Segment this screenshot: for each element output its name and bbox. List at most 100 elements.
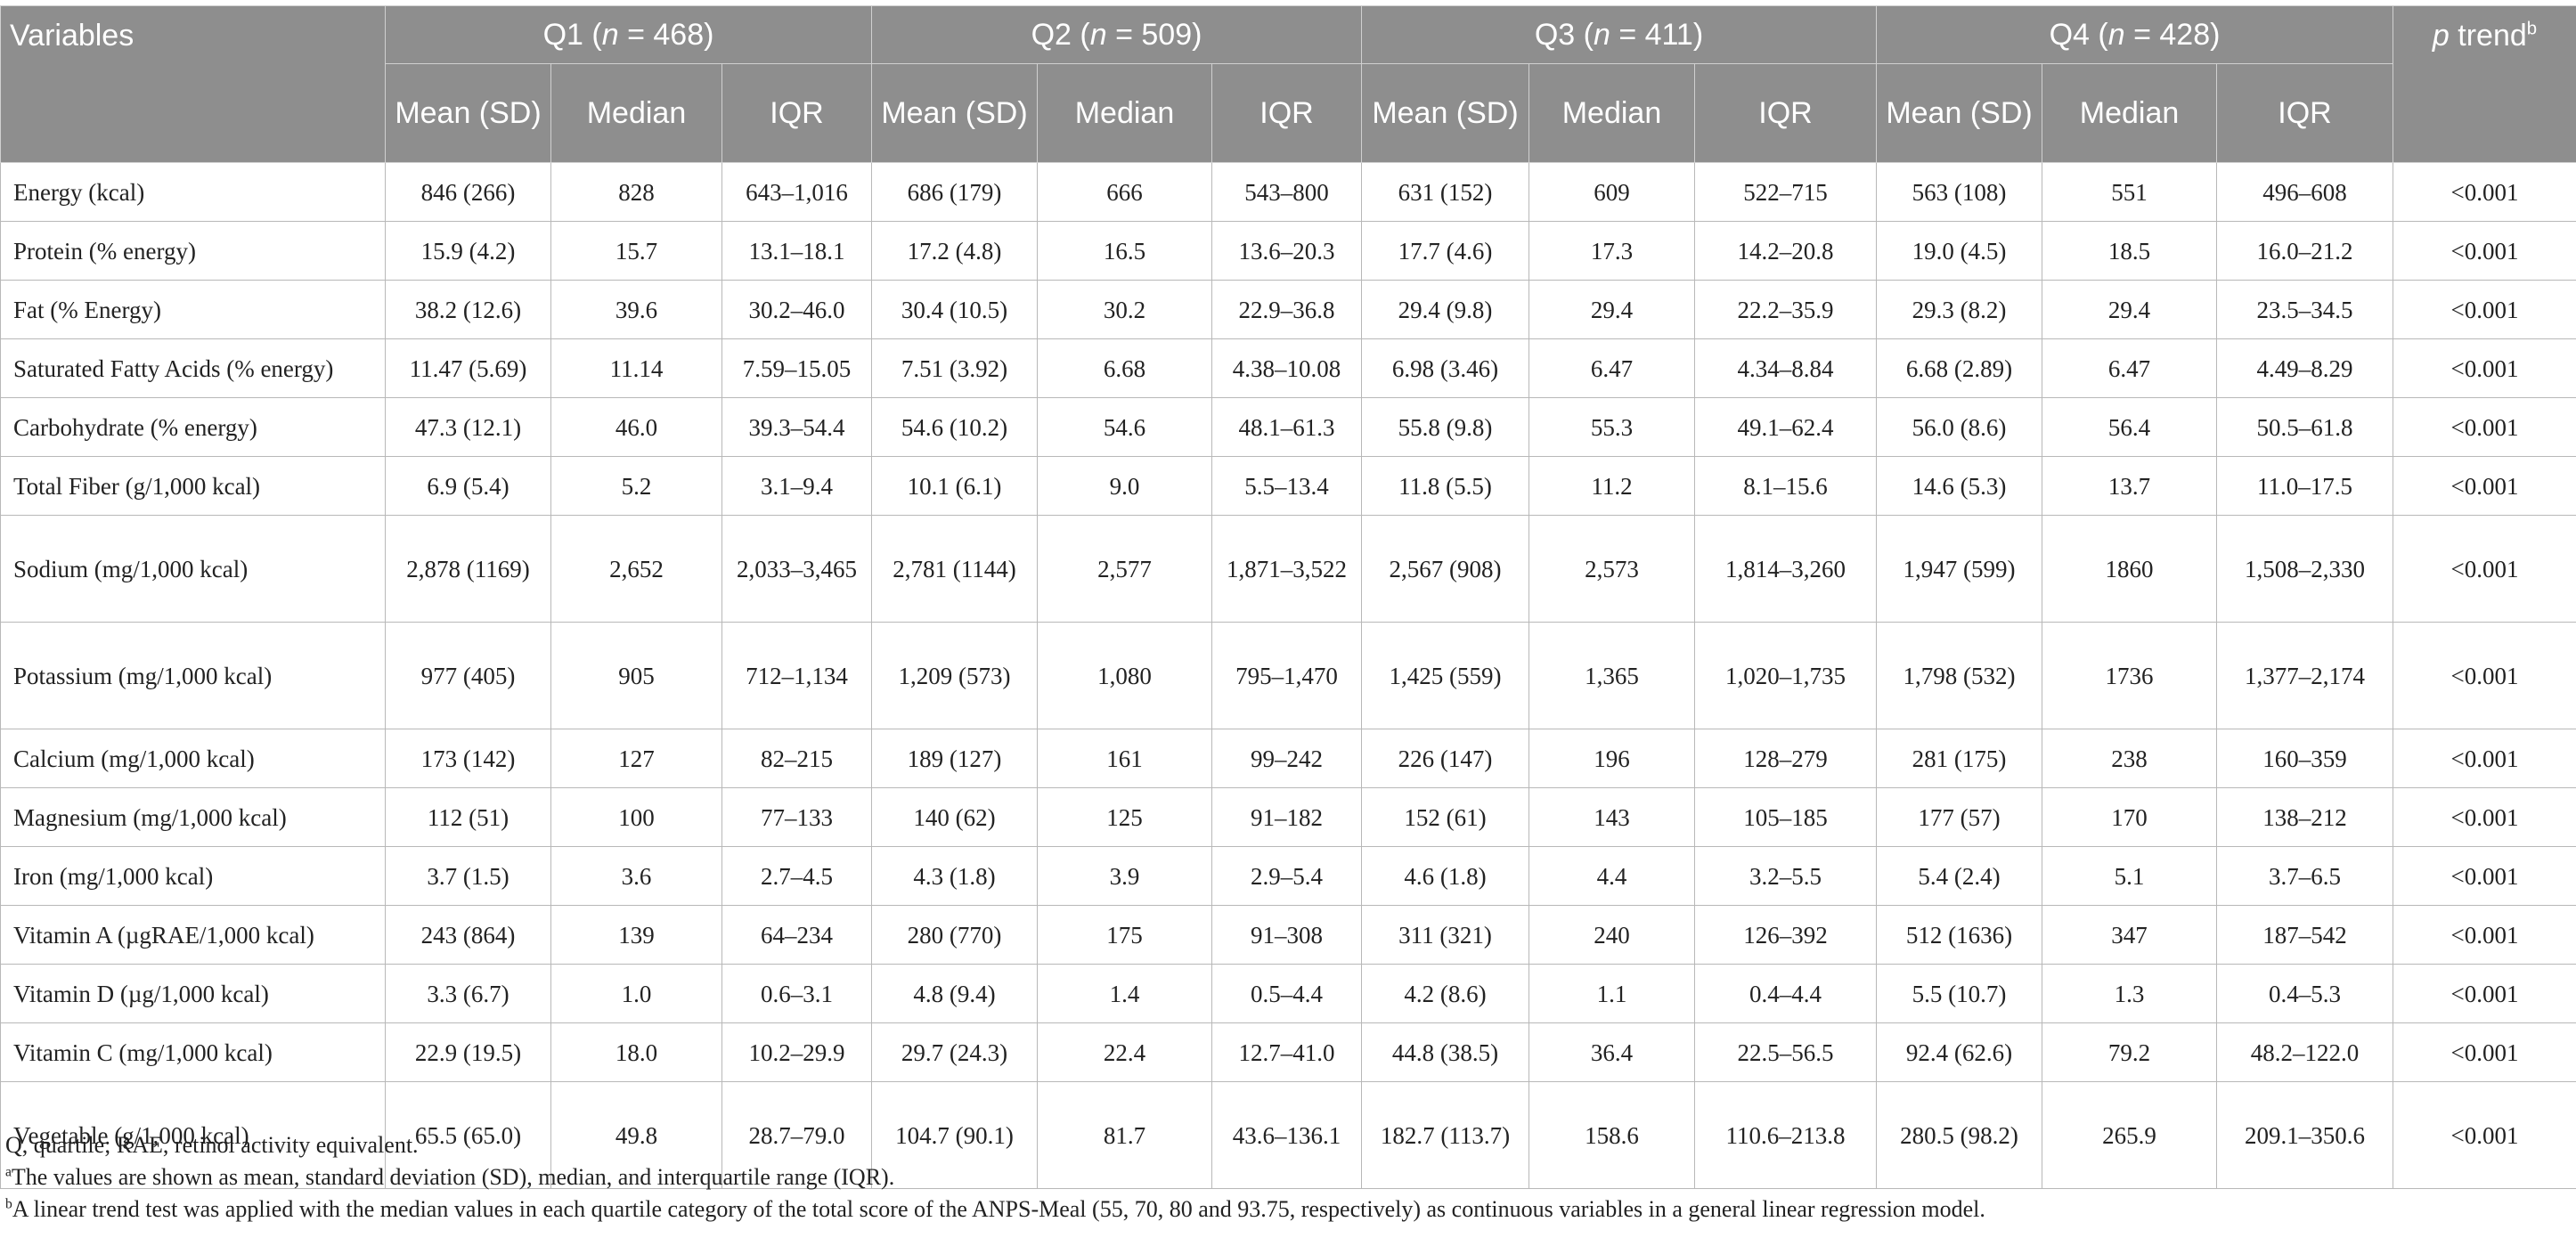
table-cell: 1736 — [2042, 622, 2218, 729]
table-cell: 0.4–4.4 — [1693, 964, 1878, 1023]
table-cell: 2,878 (1169) — [385, 515, 551, 623]
table-cell: 1,871–3,522 — [1211, 515, 1362, 623]
p-trend-cell: <0.001 — [2393, 964, 2576, 1023]
table-cell: 4.38–10.08 — [1211, 338, 1362, 398]
table-cell: 39.6 — [550, 280, 722, 339]
table-cell: 19.0 (4.5) — [1876, 221, 2043, 281]
table-cell: 5.4 (2.4) — [1876, 846, 2043, 906]
table-cell: 104.7 (90.1) — [871, 1081, 1038, 1189]
table-cell: 170 — [2042, 787, 2218, 847]
table-cell: 173 (142) — [385, 729, 551, 788]
table-cell: 43.6–136.1 — [1211, 1081, 1362, 1189]
table-cell: 1.4 — [1037, 964, 1212, 1023]
table-cell: 65.5 (65.0) — [385, 1081, 551, 1189]
p-trend-cell: <0.001 — [2393, 729, 2576, 788]
table-row: Carbohydrate (% energy) 47.3 (12.1) 46.0 39… — [0, 397, 2576, 457]
table-cell: 240 — [1528, 905, 1695, 965]
q4-header: Q4 (n = 428) — [1876, 5, 2394, 64]
table-cell: 0.6–3.1 — [721, 964, 872, 1023]
variable-label: Potassium (mg/1,000 kcal) — [0, 622, 386, 729]
variable-label: Magnesium (mg/1,000 kcal) — [0, 787, 386, 847]
table-cell: 177 (57) — [1876, 787, 2043, 847]
table-cell: 7.59–15.05 — [721, 338, 872, 398]
table-cell: 1,377–2,174 — [2216, 622, 2394, 729]
table-cell: 22.4 — [1037, 1022, 1212, 1082]
table-cell: 643–1,016 — [721, 162, 872, 222]
p-trend-cell: <0.001 — [2393, 1022, 2576, 1082]
table-cell: 4.3 (1.8) — [871, 846, 1038, 906]
table-cell: 5.5–13.4 — [1211, 456, 1362, 516]
table-cell: 91–308 — [1211, 905, 1362, 965]
table-cell: 17.3 — [1528, 221, 1695, 281]
table-cell: 6.9 (5.4) — [385, 456, 551, 516]
table-cell: 1,365 — [1528, 622, 1695, 729]
p-trend-cell: <0.001 — [2393, 397, 2576, 457]
table-cell: 30.4 (10.5) — [871, 280, 1038, 339]
variable-label: Vitamin D (µg/1,000 kcal) — [0, 964, 386, 1023]
table-row: Energy (kcal) 846 (266) 828 643–1,016 686 (1… — [0, 162, 2576, 222]
table-cell: 54.6 — [1037, 397, 1212, 457]
table-cell: 4.8 (9.4) — [871, 964, 1038, 1023]
table-cell: 3.7–6.5 — [2216, 846, 2394, 906]
table-cell: 4.34–8.84 — [1693, 338, 1878, 398]
table-row: Protein (% energy) 15.9 (4.2) 15.7 13.1–18.… — [0, 221, 2576, 281]
table-cell: 44.8 (38.5) — [1361, 1022, 1529, 1082]
table-cell: 3.6 — [550, 846, 722, 906]
table-cell: 48.1–61.3 — [1211, 397, 1362, 457]
variable-label: Sodium (mg/1,000 kcal) — [0, 515, 386, 623]
table-cell: 631 (152) — [1361, 162, 1529, 222]
table-cell: 16.0–21.2 — [2216, 221, 2394, 281]
table-cell: 243 (864) — [385, 905, 551, 965]
table-cell: 6.68 (2.89) — [1876, 338, 2043, 398]
table-cell: 56.4 — [2042, 397, 2218, 457]
table-cell: 11.47 (5.69) — [385, 338, 551, 398]
table-cell: 15.9 (4.2) — [385, 221, 551, 281]
p-trend-cell: <0.001 — [2393, 1081, 2576, 1189]
table-row: Fat (% Energy) 38.2 (12.6) 39.6 30.2–46.0 30… — [0, 280, 2576, 339]
table-cell: 11.8 (5.5) — [1361, 456, 1529, 516]
table-cell: 1,814–3,260 — [1693, 515, 1878, 623]
table-row: Vitamin A (µgRAE/1,000 kcal) 243 (864) 139… — [0, 905, 2576, 965]
table-cell: 3.2–5.5 — [1693, 846, 1878, 906]
table-cell: 30.2–46.0 — [721, 280, 872, 339]
table-row: Sodium (mg/1,000 kcal) 2,878 (1169) 2,652 2… — [0, 515, 2576, 623]
table-cell: 3.9 — [1037, 846, 1212, 906]
variable-label: Protein (% energy) — [0, 221, 386, 281]
table-cell: 46.0 — [550, 397, 722, 457]
table-cell: 128–279 — [1693, 729, 1878, 788]
footnote-a: aThe values are shown as mean, standard … — [5, 1164, 895, 1190]
table-cell: 36.4 — [1528, 1022, 1695, 1082]
table-cell: 105–185 — [1693, 787, 1878, 847]
table-cell: 127 — [550, 729, 722, 788]
q2-median-header: Median — [1037, 63, 1212, 163]
p-trend-cell: <0.001 — [2393, 338, 2576, 398]
table-cell: 23.5–34.5 — [2216, 280, 2394, 339]
variable-label: Iron (mg/1,000 kcal) — [0, 846, 386, 906]
table-cell: 49.1–62.4 — [1693, 397, 1878, 457]
table-cell: 152 (61) — [1361, 787, 1529, 847]
table-cell: 1,209 (573) — [871, 622, 1038, 729]
table-cell: 6.68 — [1037, 338, 1212, 398]
table-cell: 55.8 (9.8) — [1361, 397, 1529, 457]
variable-label: Vegetable (g/1,000 kcal) — [0, 1081, 386, 1189]
table-cell: 226 (147) — [1361, 729, 1529, 788]
table-cell: 47.3 (12.1) — [385, 397, 551, 457]
variable-label: Saturated Fatty Acids (% energy) — [0, 338, 386, 398]
q1-mean-sd-header: Mean (SD) — [385, 63, 551, 163]
table-cell: 48.2–122.0 — [2216, 1022, 2394, 1082]
table-cell: 238 — [2042, 729, 2218, 788]
p-trend-cell: <0.001 — [2393, 515, 2576, 623]
table-cell: 6.47 — [1528, 338, 1695, 398]
table-cell: 29.7 (24.3) — [871, 1022, 1038, 1082]
table-cell: 38.2 (12.6) — [385, 280, 551, 339]
table-cell: 18.5 — [2042, 221, 2218, 281]
q4-median-header: Median — [2042, 63, 2218, 163]
p-trend-cell: <0.001 — [2393, 846, 2576, 906]
table-cell: 1,798 (532) — [1876, 622, 2043, 729]
table-cell: 4.49–8.29 — [2216, 338, 2394, 398]
table-cell: 4.2 (8.6) — [1361, 964, 1529, 1023]
q1-iqr-header: IQR — [721, 63, 872, 163]
table-cell: 977 (405) — [385, 622, 551, 729]
table-cell: 10.2–29.9 — [721, 1022, 872, 1082]
table-cell: 92.4 (62.6) — [1876, 1022, 2043, 1082]
